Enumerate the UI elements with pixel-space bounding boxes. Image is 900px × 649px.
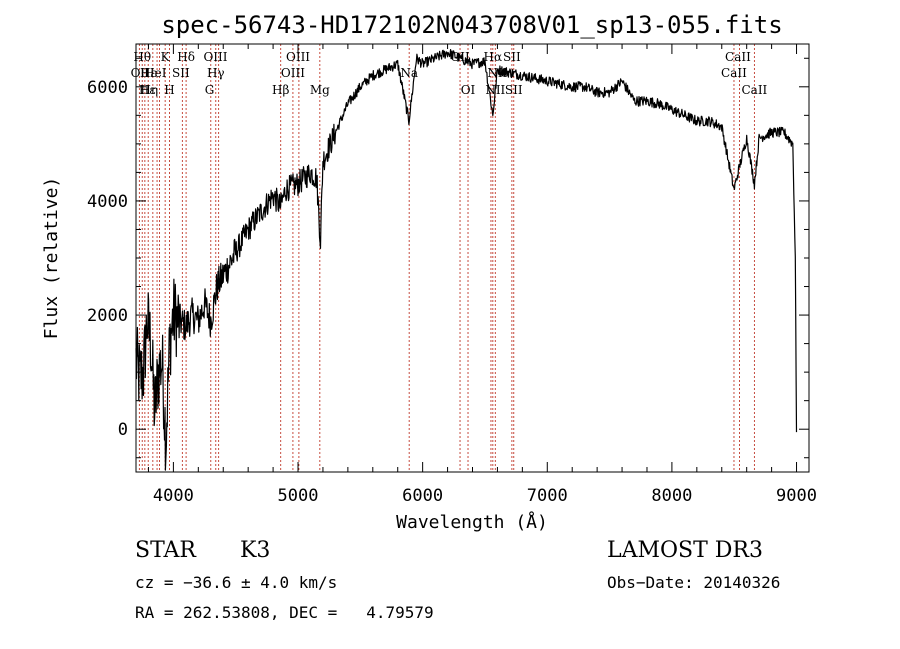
spectral-line-label: OI xyxy=(461,83,476,97)
spectral-line-label: Hε xyxy=(140,66,157,80)
spectral-line-label: OIII xyxy=(203,50,227,64)
x-tick-label: 9000 xyxy=(776,486,817,506)
spectral-line-label: HeI xyxy=(144,66,167,80)
x-axis-label: Wavelength (Å) xyxy=(396,511,548,533)
spectral-line-label: Na xyxy=(400,66,418,80)
object-subclass: K3 xyxy=(240,538,271,563)
spectrum-series xyxy=(135,49,798,471)
y-tick-label: 4000 xyxy=(87,192,128,212)
redshift-cz: cz = −36.6 ± 4.0 km/s xyxy=(135,573,338,592)
y-tick-label: 6000 xyxy=(87,78,128,98)
x-tick-label: 5000 xyxy=(278,486,319,506)
object-class: STAR xyxy=(135,538,196,563)
spectral-line-label: G xyxy=(205,83,215,97)
spectral-line-label: K xyxy=(161,50,171,64)
chart-title: spec-56743-HD172102N043708V01_sp13-055.f… xyxy=(161,11,782,39)
spectral-line-label: Hη xyxy=(140,83,158,97)
spectral-line-label: OIII xyxy=(286,50,310,64)
y-axis-label: Flux (relative) xyxy=(41,177,62,340)
y-tick-label: 0 xyxy=(118,420,128,440)
spectral-line-label: Hθ xyxy=(133,50,151,64)
x-tick-label: 6000 xyxy=(402,486,443,506)
x-axis-ticks: 4000 5000 6000 7000 8000 9000 xyxy=(147,44,817,506)
spectral-line-label: CaII xyxy=(721,66,747,80)
spectral-line-label: CaII xyxy=(741,83,767,97)
spectral-line-label: Mg xyxy=(310,83,330,97)
y-tick-label: 2000 xyxy=(87,306,128,326)
spectral-line-label: Hα xyxy=(484,50,503,64)
spectral-line-label: SII xyxy=(172,66,190,80)
spectral-line-label: SII xyxy=(505,83,523,97)
spectral-line-label: Hβ xyxy=(272,83,289,97)
spectral-line-label: Hγ xyxy=(207,66,225,80)
spectral-line-label: Hδ xyxy=(177,50,195,64)
spectral-line-label: OIII xyxy=(281,66,305,80)
ra-dec: RA = 262.53808, DEC = 4.79579 xyxy=(135,603,434,622)
spectral-line-label: H xyxy=(164,83,174,97)
spectral-line-label: CaII xyxy=(725,50,751,64)
survey-name: LAMOST DR3 xyxy=(607,538,763,563)
spectral-lines xyxy=(138,44,755,472)
x-tick-label: 4000 xyxy=(153,486,194,506)
x-tick-label: 8000 xyxy=(651,486,692,506)
observation-date: Obs−Date: 20140326 xyxy=(607,573,781,592)
spectral-line-label: SII xyxy=(503,50,521,64)
x-tick-label: 7000 xyxy=(527,486,568,506)
spectral-line-label: OII xyxy=(131,66,151,80)
y-axis-ticks: 0 2000 4000 6000 xyxy=(87,57,809,459)
